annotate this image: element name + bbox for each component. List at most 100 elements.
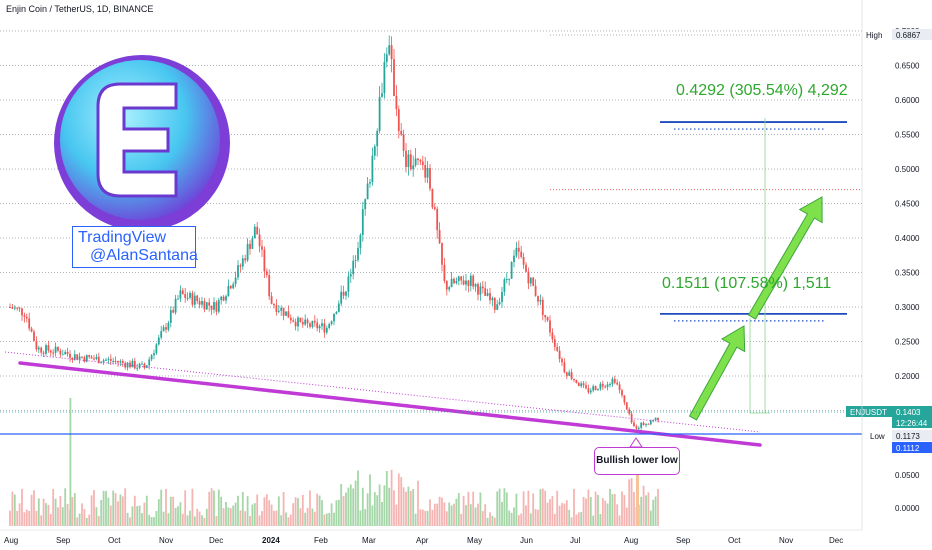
candle-body [330, 321, 333, 325]
time-axis-label: Aug [4, 536, 18, 545]
candle-body [93, 358, 95, 360]
candle-body [177, 298, 179, 300]
volume-bar [234, 502, 237, 526]
candle-body [208, 302, 211, 306]
support-value-badge: 0.1112 [892, 442, 932, 453]
candle-body [551, 332, 554, 340]
volume-bar [157, 499, 160, 526]
volume-bar [431, 509, 434, 526]
candle-body [61, 354, 64, 356]
candle-body [220, 296, 223, 301]
candle-body [618, 384, 621, 391]
candle-body [167, 322, 170, 330]
time-axis-label: Nov [159, 536, 173, 545]
volume-bar [654, 496, 657, 526]
volume-bar [642, 485, 645, 526]
volume-bar [33, 490, 35, 526]
candle-body [124, 362, 127, 368]
volume-bar [136, 506, 139, 526]
volume-bar [604, 500, 607, 526]
volume-bar [364, 509, 367, 526]
candle-body [534, 285, 537, 296]
volume-bar [160, 489, 163, 526]
volume-bar [335, 500, 338, 526]
volume-bar [448, 502, 451, 526]
volume-bar [347, 487, 350, 526]
volume-bar [498, 488, 501, 526]
svg-text:0.6867: 0.6867 [896, 31, 921, 40]
candle-body [95, 356, 98, 360]
candle-body [424, 165, 427, 178]
volume-bar [289, 514, 292, 526]
candle-body [261, 246, 263, 250]
volume-bar [462, 495, 465, 526]
volume-bar [438, 496, 441, 526]
candle-body [489, 293, 491, 301]
candle-body [515, 247, 518, 256]
volume-bar [402, 487, 405, 526]
candle-body [277, 310, 280, 312]
volume-bar [78, 513, 81, 526]
candle-body [203, 301, 206, 310]
price-tick-label: 0.4000 [895, 234, 920, 243]
time-axis-label: Mar [362, 536, 376, 545]
volume-bar [54, 498, 57, 526]
volume-bar [383, 485, 386, 526]
chart-header: Enjin Coin / TetherUS, 1D, BINANCE [6, 4, 154, 14]
volume-bar [11, 491, 14, 526]
volume-bar [150, 517, 153, 526]
volume-bar [424, 510, 427, 526]
candle-body [597, 388, 599, 391]
candle-body [419, 160, 422, 162]
candle-body [90, 356, 93, 359]
volume-bar [203, 517, 206, 526]
price-tick-label: 0.4500 [895, 200, 920, 209]
volume-bar [371, 505, 374, 526]
candle-body [606, 384, 609, 387]
volume-bar [592, 515, 595, 526]
volume-bar [25, 509, 28, 526]
volume-bar [496, 491, 499, 526]
candle-body [57, 346, 59, 351]
volume-bar [522, 491, 525, 526]
candle-body [601, 383, 604, 387]
volume-bar [133, 495, 136, 526]
candle-body [174, 298, 177, 313]
candle-body [114, 360, 117, 362]
candle-body [589, 390, 592, 393]
candle-body [402, 134, 405, 151]
volume-bar [640, 496, 643, 526]
candle-body [400, 130, 403, 135]
candle-body [520, 251, 523, 257]
volume-bar [201, 515, 203, 526]
volume-bar [246, 496, 249, 526]
volume-bar [244, 511, 247, 526]
candle-body [265, 271, 268, 276]
volume-bar [546, 502, 549, 526]
volume-bar [189, 510, 191, 526]
volume-bar [40, 515, 43, 526]
volume-bar [167, 513, 170, 526]
volume-bar [563, 503, 566, 526]
volume-bar [544, 490, 547, 526]
candle-body [30, 328, 33, 332]
volume-bar [491, 515, 494, 526]
candle-body [635, 426, 638, 429]
volume-bar [165, 489, 167, 526]
candle-body [443, 264, 446, 281]
volume-bar [513, 507, 515, 526]
volume-bar [143, 502, 146, 526]
candle-body [501, 291, 503, 303]
arrow-up-1 [688, 325, 746, 421]
candle-body [417, 158, 419, 161]
volume-bar [241, 492, 244, 526]
candle-body [633, 422, 635, 427]
candle-body [561, 358, 563, 363]
candle-body [280, 307, 283, 311]
price-tick-label: 0.5000 [895, 165, 920, 174]
candle-body [457, 276, 460, 281]
volume-bar [652, 499, 655, 526]
volume-bar [256, 494, 259, 526]
candle-body [472, 275, 475, 287]
